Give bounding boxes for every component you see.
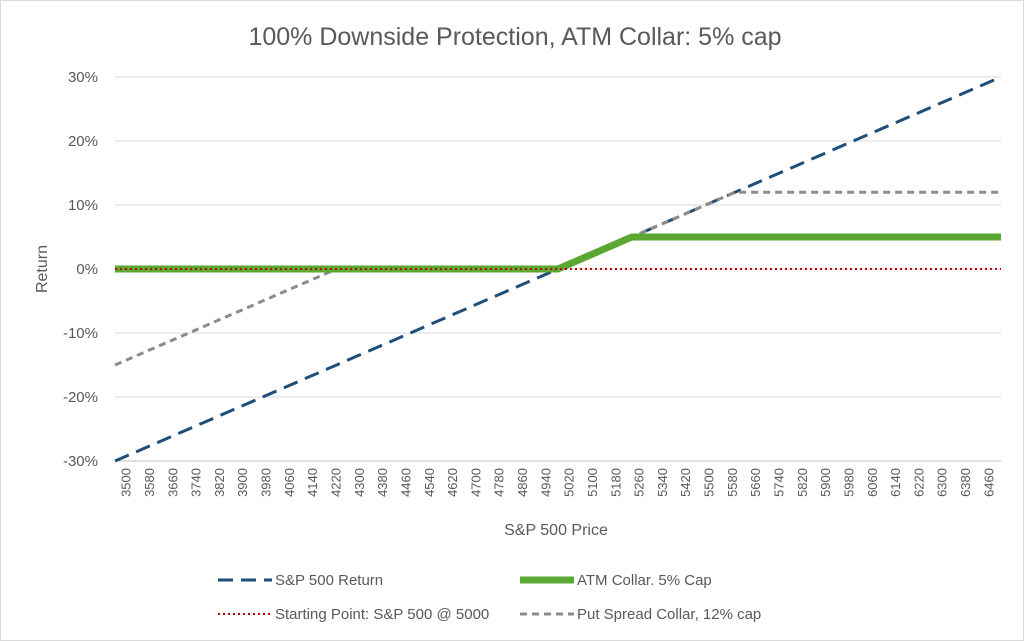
x-tick-label: 4700	[468, 468, 483, 497]
series-line-1	[115, 233, 1001, 273]
x-tick-label: 5980	[841, 468, 856, 497]
x-tick-label: 4620	[445, 468, 460, 497]
x-tick-label: 5340	[655, 468, 670, 497]
x-tick-label: 5500	[702, 468, 717, 497]
x-tick-label: 4140	[305, 468, 320, 497]
x-tick-label: 6460	[981, 468, 996, 497]
x-tick-label: 5180	[608, 468, 623, 497]
x-tick-label: 3660	[165, 468, 180, 497]
series-line-3	[114, 190, 1001, 367]
x-tick-label: 3580	[142, 468, 157, 497]
x-tick-label: 4300	[352, 468, 367, 497]
legend-label: Starting Point: S&P 500 @ 5000	[275, 606, 489, 623]
x-tick-label: 6220	[911, 468, 926, 497]
x-tick-label: 5580	[725, 468, 740, 497]
x-tick-label: 4220	[329, 468, 344, 497]
y-tick-label: 30%	[68, 69, 98, 86]
x-tick-label: 4060	[282, 468, 297, 497]
x-tick-label: 5420	[678, 468, 693, 497]
x-tick-label: 6140	[888, 468, 903, 497]
legend-label: Put Spread Collar, 12% cap	[577, 606, 761, 623]
x-tick-label: 4460	[398, 468, 413, 497]
x-tick-label: 3820	[212, 468, 227, 497]
y-axis-label: Return	[34, 245, 51, 293]
x-axis-label: S&P 500 Price	[504, 522, 608, 539]
y-axis-ticks: 30% 20% 10% 0% -10% -20% -30%	[63, 69, 98, 470]
x-tick-label: 5020	[562, 468, 577, 497]
x-tick-label: 5100	[585, 468, 600, 497]
legend-label: S&P 500 Return	[275, 572, 383, 589]
x-tick-label: 5260	[632, 468, 647, 497]
y-tick-label: 0%	[76, 261, 98, 278]
y-tick-label: -30%	[63, 453, 98, 470]
x-tick-label: 4860	[515, 468, 530, 497]
legend-label: ATM Collar. 5% Cap	[577, 572, 712, 589]
x-tick-label: 6380	[958, 468, 973, 497]
y-tick-label: -10%	[63, 325, 98, 342]
x-tick-label: 4780	[492, 468, 507, 497]
x-tick-label: 4540	[422, 468, 437, 497]
x-tick-label: 6300	[935, 468, 950, 497]
series-layer	[114, 75, 1002, 463]
x-tick-label: 3740	[189, 468, 204, 497]
x-tick-label: 4380	[375, 468, 390, 497]
x-tick-label: 4940	[538, 468, 553, 497]
x-tick-label: 5740	[772, 468, 787, 497]
x-axis-ticks: 3500 3580 3660 3740 3820 3900 3980 4060 4140 4220…	[119, 468, 997, 497]
x-tick-label: 5660	[748, 468, 763, 497]
y-tick-label: 20%	[68, 133, 98, 150]
legend: S&P 500 Return ATM Collar. 5% Cap Starting…	[218, 572, 761, 623]
x-tick-label: 6060	[865, 468, 880, 497]
y-tick-label: -20%	[63, 389, 98, 406]
x-tick-label: 3980	[259, 468, 274, 497]
chart-title: 100% Downside Protection, ATM Collar: 5%…	[248, 23, 781, 51]
y-tick-label: 10%	[68, 197, 98, 214]
x-tick-label: 3500	[119, 468, 134, 497]
x-tick-label: 3900	[235, 468, 250, 497]
x-tick-label: 5820	[795, 468, 810, 497]
x-tick-label: 5900	[818, 468, 833, 497]
